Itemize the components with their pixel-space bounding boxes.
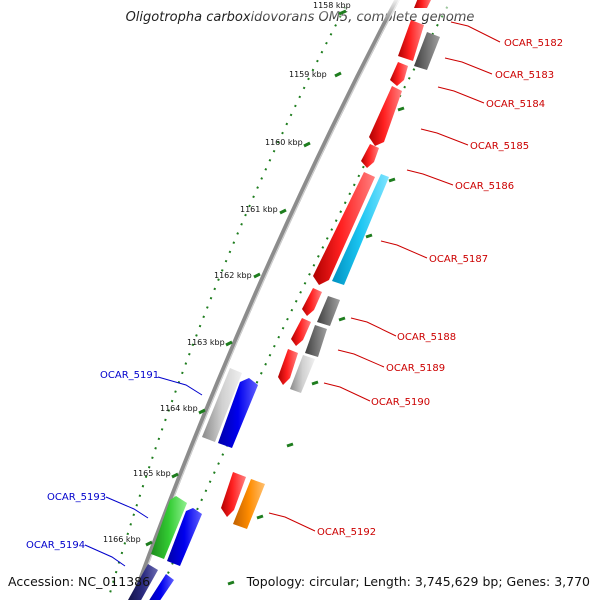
gene-arrow-OCAR_5192[interactable] bbox=[233, 479, 265, 529]
gene-label-OCAR_5188[interactable]: OCAR_5188 bbox=[397, 332, 456, 343]
kbp-tick-1163 bbox=[225, 340, 233, 347]
kbp-label-1164: 1164 kbp bbox=[160, 404, 198, 413]
gene-arrow-OCAR_5194-blue[interactable] bbox=[148, 574, 174, 600]
leader-OCAR_5186 bbox=[406, 169, 454, 186]
gene-arrow-OCAR_5193[interactable] bbox=[151, 496, 187, 559]
gene-label-OCAR_5185[interactable]: OCAR_5185 bbox=[470, 141, 529, 152]
kbp-label-1162: 1162 kbp bbox=[214, 271, 252, 280]
leader-OCAR_5194 bbox=[84, 544, 126, 567]
gene-arrow-OCAR_5189[interactable] bbox=[291, 318, 311, 346]
leader-OCAR_5182 bbox=[450, 21, 501, 43]
gene-arrow-OCAR_5187[interactable] bbox=[313, 172, 375, 285]
kbp-label-1160: 1160 kbp bbox=[265, 138, 303, 147]
gene-arrow-OCAR_5193-blue[interactable] bbox=[167, 508, 202, 566]
topology-info: Topology: circular; Length: 3,745,629 bp… bbox=[246, 574, 590, 589]
gene-label-OCAR_5186[interactable]: OCAR_5186 bbox=[455, 181, 514, 192]
gene-arrow-OCAR_5186[interactable] bbox=[361, 144, 379, 168]
kbp-label-1161: 1161 kbp bbox=[240, 205, 278, 214]
gene-label-OCAR_5189[interactable]: OCAR_5189 bbox=[386, 363, 445, 374]
accession-info: Accession: NC_011386 bbox=[8, 574, 151, 589]
kbp-tick-1158 bbox=[338, 9, 347, 16]
leader-OCAR_5185 bbox=[420, 128, 469, 146]
outer-ring-tick bbox=[286, 442, 294, 448]
gene-arrow-OCAR_5185[interactable] bbox=[369, 86, 402, 146]
forward-strand-genes bbox=[221, 0, 440, 529]
kbp-label-1158: 1158 kbp bbox=[313, 1, 351, 10]
kbp-tick-1166 bbox=[145, 540, 153, 547]
leader-OCAR_5190 bbox=[323, 382, 371, 402]
kbp-tick-1159 bbox=[334, 71, 342, 78]
kbp-tick-marks bbox=[145, 9, 347, 547]
outer-dotted-ring bbox=[155, 0, 453, 600]
gene-arrow-OCAR_5194[interactable] bbox=[128, 564, 158, 600]
kbp-tick-1164 bbox=[198, 408, 206, 415]
kbp-tick-1161 bbox=[279, 208, 287, 215]
gene-arrow-OCAR_5182[interactable] bbox=[398, 20, 424, 61]
kbp-tick-1162 bbox=[253, 272, 261, 279]
gene-label-OCAR_5192[interactable]: OCAR_5192 bbox=[317, 527, 376, 538]
kbp-label-1165: 1165 kbp bbox=[133, 469, 171, 478]
gene-arrow-OCAR_5190[interactable] bbox=[290, 355, 315, 393]
gene-labels: OCAR_5182 OCAR_5183 OCAR_5184 OCAR_5185 … bbox=[26, 38, 563, 551]
leader-OCAR_5187 bbox=[380, 240, 428, 259]
gene-arrow-OCAR_5191[interactable] bbox=[218, 378, 258, 448]
gene-arrow-OCAR_5191-grey[interactable] bbox=[202, 368, 242, 442]
outer-ring-tick bbox=[365, 233, 373, 239]
gene-arrow-OCAR_5192-red[interactable] bbox=[221, 472, 246, 517]
gene-label-OCAR_5190[interactable]: OCAR_5190 bbox=[371, 397, 430, 408]
gene-arrow-OCAR_5188[interactable] bbox=[302, 288, 322, 316]
outer-ring-tick bbox=[227, 580, 235, 586]
gene-arrow-OCAR_5188-grey[interactable] bbox=[317, 296, 340, 326]
kbp-label-1166: 1166 kbp bbox=[103, 535, 141, 544]
gene-arrow-OCAR_5187-cyan[interactable] bbox=[332, 174, 389, 285]
title-fade bbox=[250, 0, 500, 22]
leader-OCAR_5192 bbox=[268, 512, 316, 532]
label-leaders bbox=[84, 21, 501, 567]
leader-OCAR_5191 bbox=[157, 376, 203, 396]
gene-label-OCAR_5187[interactable]: OCAR_5187 bbox=[429, 254, 488, 265]
outer-ring-tick bbox=[397, 106, 405, 112]
gene-label-OCAR_5194[interactable]: OCAR_5194 bbox=[26, 540, 85, 551]
gene-label-OCAR_5183[interactable]: OCAR_5183 bbox=[495, 70, 554, 81]
outer-ring-tick bbox=[338, 316, 346, 322]
inner-dotted-ring bbox=[107, 0, 351, 600]
gene-label-OCAR_5193[interactable]: OCAR_5193 bbox=[47, 492, 106, 503]
kbp-tick-1165 bbox=[171, 472, 179, 479]
gene-arrow-OCAR_5184[interactable] bbox=[390, 62, 408, 86]
leader-OCAR_5189 bbox=[337, 349, 385, 368]
gene-label-OCAR_5184[interactable]: OCAR_5184 bbox=[486, 99, 545, 110]
reverse-strand-genes bbox=[128, 368, 258, 600]
gene-label-OCAR_5191[interactable]: OCAR_5191 bbox=[100, 370, 159, 381]
gene-arrow-OCAR_5189-grey[interactable] bbox=[305, 325, 327, 357]
kbp-label-1163: 1163 kbp bbox=[187, 338, 225, 347]
gene-arrow-OCAR_5183[interactable] bbox=[414, 32, 440, 70]
kbp-tick-1160 bbox=[303, 141, 311, 148]
gene-arrow-OCAR_5190-red[interactable] bbox=[278, 349, 298, 385]
leader-OCAR_5183 bbox=[444, 57, 493, 75]
gene-label-OCAR_5182[interactable]: OCAR_5182 bbox=[504, 38, 563, 49]
outer-ring-tick bbox=[256, 514, 264, 520]
kbp-label-1159: 1159 kbp bbox=[289, 70, 327, 79]
kbp-labels: 1158 kbp 1159 kbp 1160 kbp 1161 kbp 1162… bbox=[103, 1, 351, 544]
leader-OCAR_5193 bbox=[105, 496, 149, 519]
leader-OCAR_5188 bbox=[350, 317, 397, 337]
outer-ring-tick bbox=[311, 380, 319, 386]
leader-OCAR_5184 bbox=[437, 86, 485, 104]
outer-ring-tick bbox=[388, 177, 396, 183]
gene-arrow-top-partial[interactable] bbox=[414, 0, 432, 8]
